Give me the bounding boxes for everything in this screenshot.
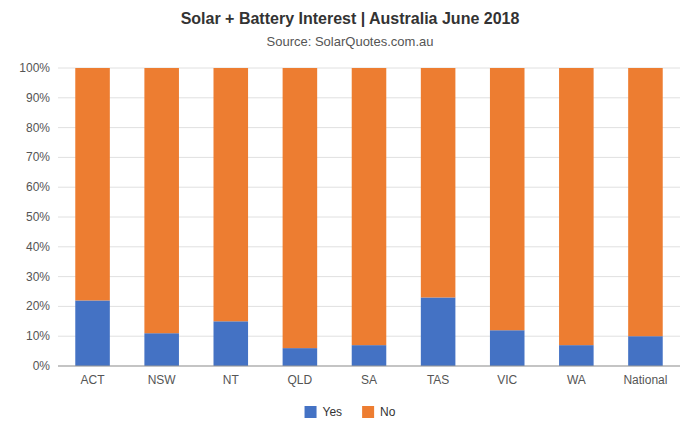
y-tick-label: 20% [26, 299, 50, 313]
bars [75, 68, 662, 366]
legend-item: Yes [305, 405, 343, 419]
legend: Yes No [305, 405, 396, 419]
bar-segment [283, 348, 318, 366]
legend-swatch [362, 406, 374, 418]
y-tick-label: 40% [26, 240, 50, 254]
y-tick-label: 0% [33, 359, 51, 373]
x-axis: ACT NSW NT QLD SA TAS VIC WA National [81, 373, 668, 387]
bar-segment [144, 333, 179, 366]
x-tick-label: TAS [427, 373, 449, 387]
y-tick-label: 50% [26, 210, 50, 224]
legend-swatch [305, 406, 317, 418]
y-tick-label: 80% [26, 121, 50, 135]
y-tick-label: 90% [26, 91, 50, 105]
bar-segment [421, 297, 456, 366]
x-tick-label: ACT [81, 373, 106, 387]
bar-segment [559, 345, 594, 366]
x-tick-label: NSW [148, 373, 177, 387]
y-tick-label: 70% [26, 150, 50, 164]
bar-segment [421, 68, 456, 297]
legend-item: No [362, 405, 396, 419]
legend-label: Yes [323, 405, 343, 419]
chart: Solar + Battery Interest | Australia Jun… [0, 0, 700, 438]
bar-segment [144, 68, 179, 333]
y-tick-label: 30% [26, 270, 50, 284]
x-tick-label: NT [223, 373, 240, 387]
x-tick-label: National [623, 373, 667, 387]
bar-segment [352, 68, 387, 345]
y-tick-label: 10% [26, 329, 50, 343]
grid-line [58, 366, 680, 367]
x-tick-label: SA [361, 373, 377, 387]
bar-segment [75, 68, 110, 300]
chart-container: Solar + Battery Interest | Australia Jun… [0, 0, 700, 438]
legend-label: No [380, 405, 396, 419]
bar-segment [75, 300, 110, 366]
bar-segment [283, 68, 318, 348]
bar-segment [214, 321, 249, 366]
bar-segment [490, 330, 525, 366]
bar-segment [559, 68, 594, 345]
subtitle: Source: SolarQuotes.com.au [267, 34, 434, 49]
x-tick-label: WA [567, 373, 586, 387]
bar-segment [490, 68, 525, 330]
x-tick-label: VIC [497, 373, 517, 387]
title: Solar + Battery Interest | Australia Jun… [181, 10, 520, 27]
bar-segment [352, 345, 387, 366]
x-tick-label: QLD [288, 373, 313, 387]
y-axis: 0% 10% 20% 30% 40% 50% 60% 70% 80% 90% 100% [19, 61, 680, 373]
bar-segment [214, 68, 249, 321]
bar-segment [628, 68, 663, 336]
y-tick-label: 100% [19, 61, 50, 75]
bar-segment [628, 336, 663, 366]
x-axis-line [58, 366, 680, 367]
y-tick-label: 60% [26, 180, 50, 194]
